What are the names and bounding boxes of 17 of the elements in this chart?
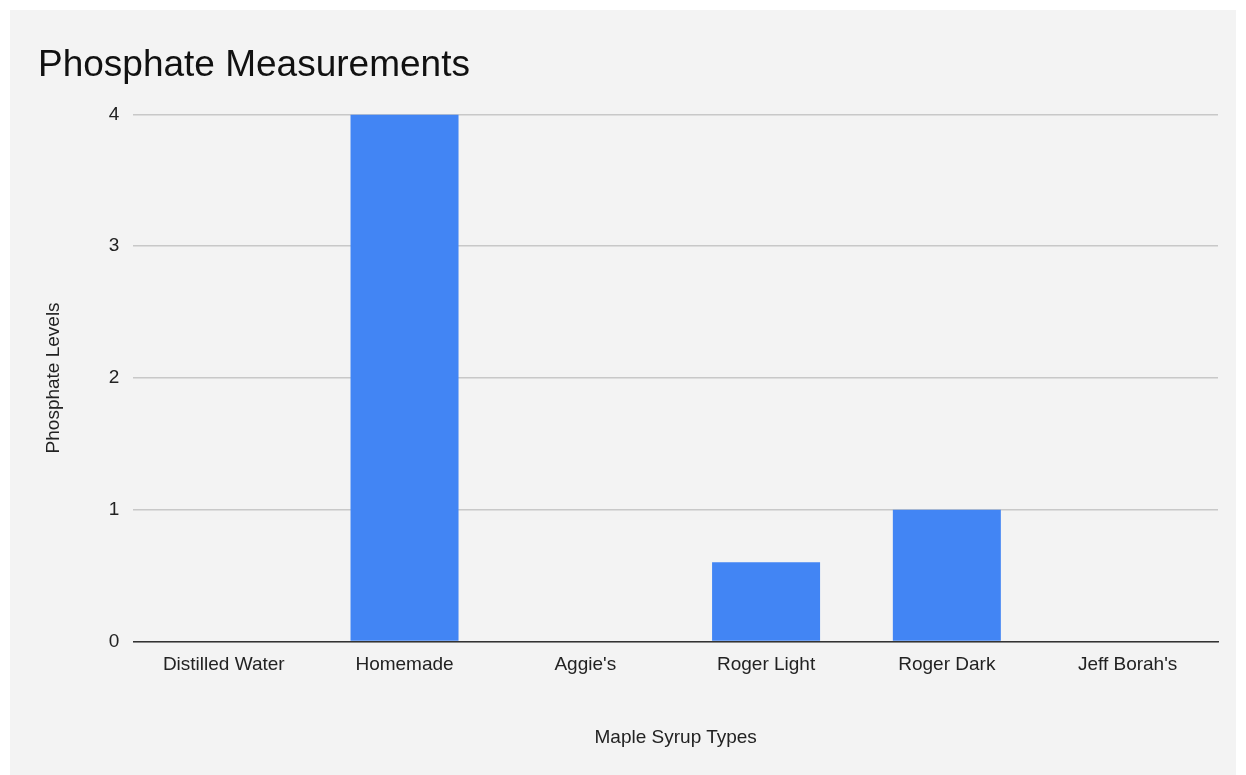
- y-tick-label: 4: [108, 102, 120, 124]
- bar: [892, 509, 1001, 641]
- y-axis-title: Phosphate Levels: [41, 302, 63, 454]
- y-tick-label: 2: [108, 366, 120, 388]
- bar: [350, 114, 459, 641]
- x-tick-label: Roger Dark: [898, 653, 996, 675]
- y-tick-label: 3: [108, 234, 120, 256]
- x-tick-label: Homemade: [355, 653, 454, 675]
- y-tick-label: 1: [108, 497, 120, 519]
- x-tick-label: Jeff Borah's: [1077, 653, 1178, 675]
- bar: [712, 562, 821, 641]
- x-tick-label: Roger Light: [716, 653, 816, 675]
- y-tick-label: 0: [108, 629, 120, 651]
- x-tick-label: Distilled Water: [162, 653, 286, 675]
- x-axis-title: Maple Syrup Types: [594, 725, 757, 747]
- chart-title: Phosphate Measurements: [38, 43, 470, 85]
- x-tick-label: Aggie's: [554, 653, 617, 675]
